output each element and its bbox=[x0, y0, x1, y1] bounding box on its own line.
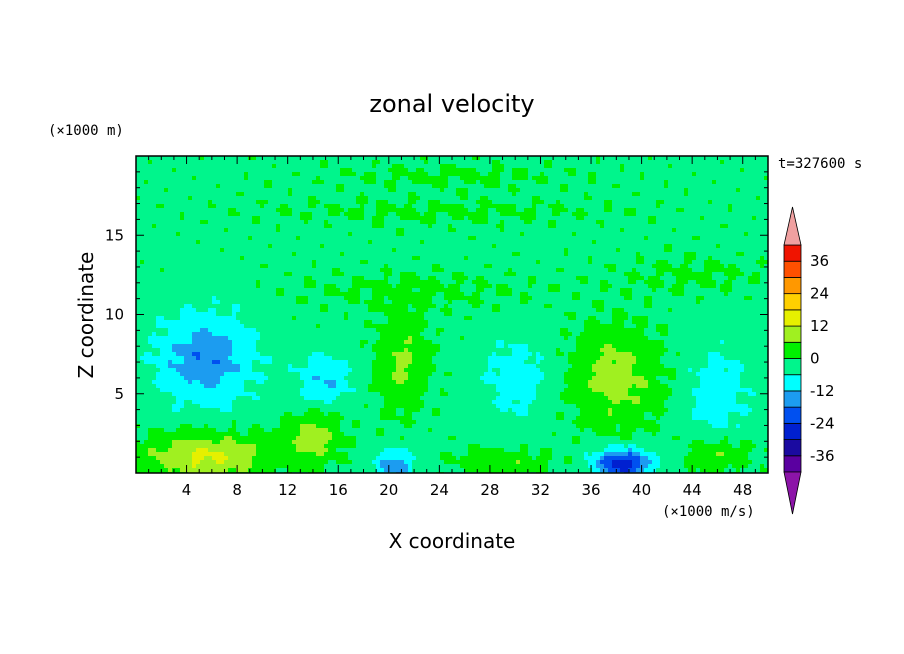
colorbar-level bbox=[783, 244, 802, 262]
colorbar-level bbox=[783, 260, 802, 278]
axis-ticks bbox=[136, 156, 768, 473]
colorbar-level bbox=[783, 325, 802, 343]
x-tick-label: 36 bbox=[581, 481, 600, 499]
colorbar-level bbox=[783, 406, 802, 424]
colorbar-level bbox=[783, 341, 802, 359]
colorbar-tick-label: -24 bbox=[810, 414, 835, 432]
colorbar-tick-label: 0 bbox=[810, 350, 820, 368]
x-tick-label: 16 bbox=[329, 481, 348, 499]
x-tick-label: 8 bbox=[232, 481, 242, 499]
x-axis-label: X coordinate bbox=[389, 529, 516, 553]
colorbar-level bbox=[783, 374, 802, 392]
time-label: t=327600 s bbox=[778, 156, 862, 172]
colorbar-level bbox=[783, 309, 802, 327]
x-tick-label: 4 bbox=[182, 481, 192, 499]
x-tick-label: 48 bbox=[733, 481, 752, 499]
colorbar-tick-labels: 36 24 12 0 -12 -24 -36 bbox=[810, 252, 835, 465]
x-tick-label: 12 bbox=[278, 481, 297, 499]
colorbar-level bbox=[783, 358, 802, 376]
colorbar-level bbox=[783, 422, 802, 440]
x-tick-label: 24 bbox=[430, 481, 449, 499]
y-axis-label: Z coordinate bbox=[74, 252, 98, 379]
x-tick-label: 28 bbox=[480, 481, 499, 499]
contour-field bbox=[136, 156, 768, 473]
colorbar-level bbox=[783, 390, 802, 408]
colorbar bbox=[783, 206, 802, 515]
colorbar-level bbox=[783, 455, 802, 473]
x-tick-label: 32 bbox=[531, 481, 550, 499]
colorbar-level bbox=[783, 277, 802, 295]
colorbar-level bbox=[783, 439, 802, 457]
colorbar-tick-label: 36 bbox=[810, 252, 829, 270]
colorbar-tick-label: -12 bbox=[810, 382, 835, 400]
y-tick-label: 10 bbox=[105, 306, 124, 324]
colorbar-level bbox=[783, 293, 802, 311]
colorbar-tick-label: -36 bbox=[810, 447, 835, 465]
colorbar-under-arrow bbox=[783, 471, 802, 515]
y-tick-labels: 5 10 15 bbox=[105, 226, 124, 403]
colorbar-tick-label: 12 bbox=[810, 317, 829, 335]
colorbar-over-arrow bbox=[783, 206, 802, 246]
y-unit-label: (×1000 m) bbox=[48, 123, 124, 139]
x-tick-label: 40 bbox=[632, 481, 651, 499]
y-tick-label: 15 bbox=[105, 226, 124, 244]
x-tick-label: 20 bbox=[379, 481, 398, 499]
colorbar-tick-label: 24 bbox=[810, 285, 829, 303]
y-tick-label: 5 bbox=[114, 385, 124, 403]
chart-title: zonal velocity bbox=[369, 90, 534, 118]
x-tick-labels: 4 8 12 16 20 24 28 32 36 40 44 48 bbox=[182, 481, 752, 499]
x-tick-label: 44 bbox=[683, 481, 702, 499]
x-unit-label: (×1000 m/s) bbox=[662, 504, 755, 520]
